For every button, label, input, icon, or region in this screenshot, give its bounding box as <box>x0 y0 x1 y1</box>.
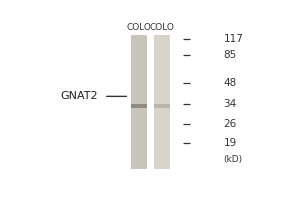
Text: 26: 26 <box>224 119 237 129</box>
Text: 85: 85 <box>224 50 237 60</box>
Text: 117: 117 <box>224 34 243 44</box>
Text: COLO: COLO <box>126 23 151 32</box>
Text: 48: 48 <box>224 78 237 88</box>
Bar <box>130 104 147 108</box>
Bar <box>154 35 170 169</box>
Text: (kD): (kD) <box>224 155 243 164</box>
Text: GNAT2: GNAT2 <box>61 91 98 101</box>
Text: 19: 19 <box>224 138 237 148</box>
Bar <box>154 104 170 108</box>
Bar <box>130 35 147 169</box>
Text: COLO: COLO <box>149 23 174 32</box>
Text: 34: 34 <box>224 99 237 109</box>
